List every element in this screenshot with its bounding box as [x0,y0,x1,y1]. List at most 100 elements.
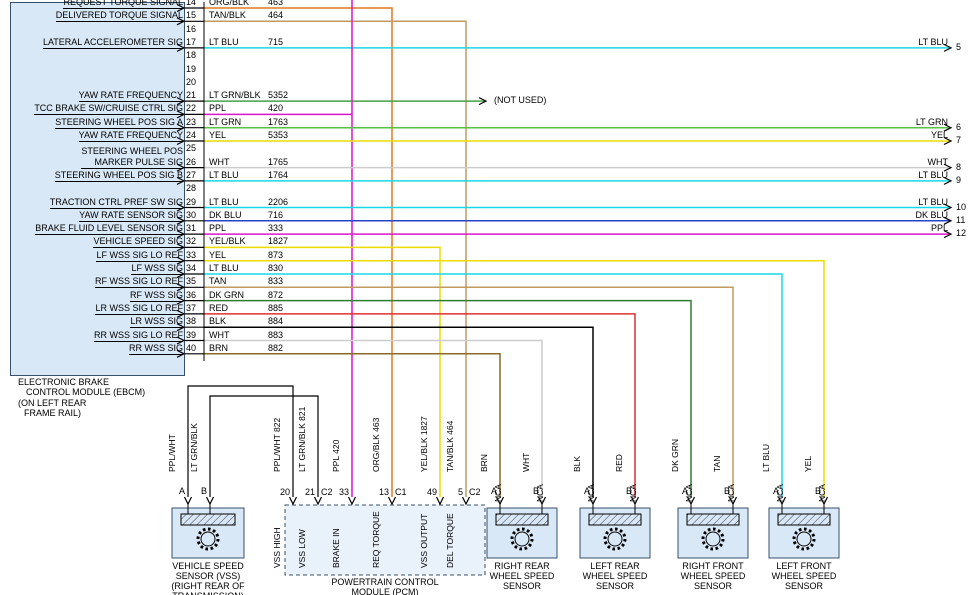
wire-color-label: WHT [209,156,230,167]
pcm-pin-connector-ref: C2 [321,487,333,497]
vss-wire-label: LT GRN/BLK [189,423,199,472]
ebcm-pin-number: 18 [186,50,197,61]
ebcm-pin-number: 39 [186,329,197,340]
signal-label: DELIVERED TORQUE SIGNAL [55,10,183,23]
pcm-pin-function: VSS HIGH [272,527,282,568]
wire-color-label: ORG/BLK [209,0,250,7]
sensor-pin-letter: B [532,486,539,496]
tone-ring-inner [514,531,530,547]
arrow-right-icon [478,97,488,106]
ebcm-pin-number: 21 [186,90,197,101]
vss-caption-line: TRANSMISSION) [163,591,253,595]
wire-TANBLK-464 [204,20,467,497]
arrow-down-icon [819,496,829,506]
sensor-wire-label: BLK [572,455,582,472]
pcm-pin-connector-ref: C2 [469,487,481,497]
pcm-wire-label: PPL 420 [331,439,341,472]
wire-BRN-882 [204,353,501,497]
wire-circuit-number: 464 [268,10,284,21]
wire-color-label: PPL [209,223,227,234]
wire-circuit-number: 1763 [268,116,289,127]
lf-sensor-caption-line: SENSOR [784,581,823,591]
sensor-pin-letter: A [681,486,688,496]
wire-color-label: BRN [209,342,229,353]
arrow-right-icon [176,243,186,252]
wire-circuit-number: 1764 [268,169,289,180]
wire-color-label: LT BLU [209,36,239,47]
sensor-pin-note: NCA [628,484,638,502]
tone-ring-icon [510,527,534,551]
wire-color-label: YEL/BLK [209,236,246,247]
tone-ring-icon [196,527,220,551]
pcm-pin-number: 13 [378,487,389,497]
pcm-pin-function: REQ TORQUE [371,511,381,568]
ebcm-pin-number: 27 [186,169,197,180]
sensor-wire-label: YEL [803,455,813,472]
signal-label: LR WSS SIG [130,316,183,329]
arrow-right-icon [176,349,186,358]
arrow-down-icon [387,496,397,506]
signal-label: LATERAL ACCELEROMETER SIG [42,36,183,49]
vss-pin-letter: B [200,486,207,496]
arrow-right-icon [943,203,953,212]
terminal-number: 7 [956,135,962,145]
signal-label: YAW RATE FREQUENCY [78,130,183,142]
terminal-number: 9 [956,174,962,185]
arrow-right-icon [943,43,953,52]
terminal-color-label: PPL [930,223,948,234]
ebcm-pin-number: 22 [186,103,197,114]
signal-label: RF WSS SIG [129,289,183,302]
wire-YEL-873 [204,259,825,497]
pcm-wire-label: LT GRN/BLK 821 [297,406,307,472]
wire-circuit-number: 420 [268,103,284,114]
pcm-pin-function: BRAKE IN [331,528,341,568]
rr-sensor-caption-line: RIGHT REAR [494,561,550,571]
wire-circuit-number: 716 [268,209,284,220]
arrow-right-icon [176,163,186,172]
arrow-right-icon [176,216,186,225]
ebcm-caption-line: ELECTRONIC BRAKE [18,377,110,387]
wire-circuit-number: 833 [268,276,284,287]
lr-sensor-caption-line: LEFT REAR [590,561,640,571]
terminal-color-label: LT BLU [918,196,948,207]
arrow-right-icon [943,136,953,146]
connector-symbols-group [171,2,840,576]
signal-label: YAW RATE SENSOR SIG [79,209,183,222]
ebcm-caption-line: FRAME RAIL) [24,408,82,418]
wire-LTGRNBLK-821 [209,395,319,497]
pcm-pin-function: VSS OUTPUT [419,513,429,568]
arrow-down-icon [686,496,696,506]
signal-label: VEHICLE SPEED SIG [93,236,183,249]
wire-LTBLU-830 [204,273,783,497]
arrow-right-icon [176,230,186,239]
arrow-down-icon [630,496,640,506]
sensor-pin-note: NCA [684,484,694,502]
rf-sensor-caption-line: RIGHT FRONT [682,561,744,571]
arrow-right-icon [176,110,186,119]
sensor-pin-note: NCA [535,484,545,502]
vss-caption-line: SENSOR (VSS) [175,571,241,581]
wire-YELBLK-1827 [204,246,441,497]
lf-sensor-caption-line: WHEEL SPEED [771,571,837,581]
signal-label: LF WSS SIG LO REF [96,249,183,262]
arrow-right-icon [943,123,953,132]
wire-circuit-number: 715 [268,36,284,47]
sensor-pin-letter: B [625,486,632,496]
pcm-box [284,504,486,576]
ebcm-pin-number: 35 [186,276,197,287]
sensor-wire-label: WHT [521,452,531,472]
wires-group [185,0,951,497]
ebcm-pin-number: 24 [186,130,197,140]
wire-color-label: YEL [209,130,227,140]
arrow-right-icon [176,123,186,132]
ebcm-pin-number: 40 [186,342,197,353]
wire-color-label: LT GRN [209,116,242,127]
arrow-right-icon [176,336,186,345]
ebcm-pin-number: 38 [186,316,197,327]
wire-RED-885 [204,313,636,497]
wire-color-label: DK GRN [209,289,245,300]
not-used-label: (NOT USED) [494,95,547,105]
sensor-wire-label: TAN [712,455,722,472]
